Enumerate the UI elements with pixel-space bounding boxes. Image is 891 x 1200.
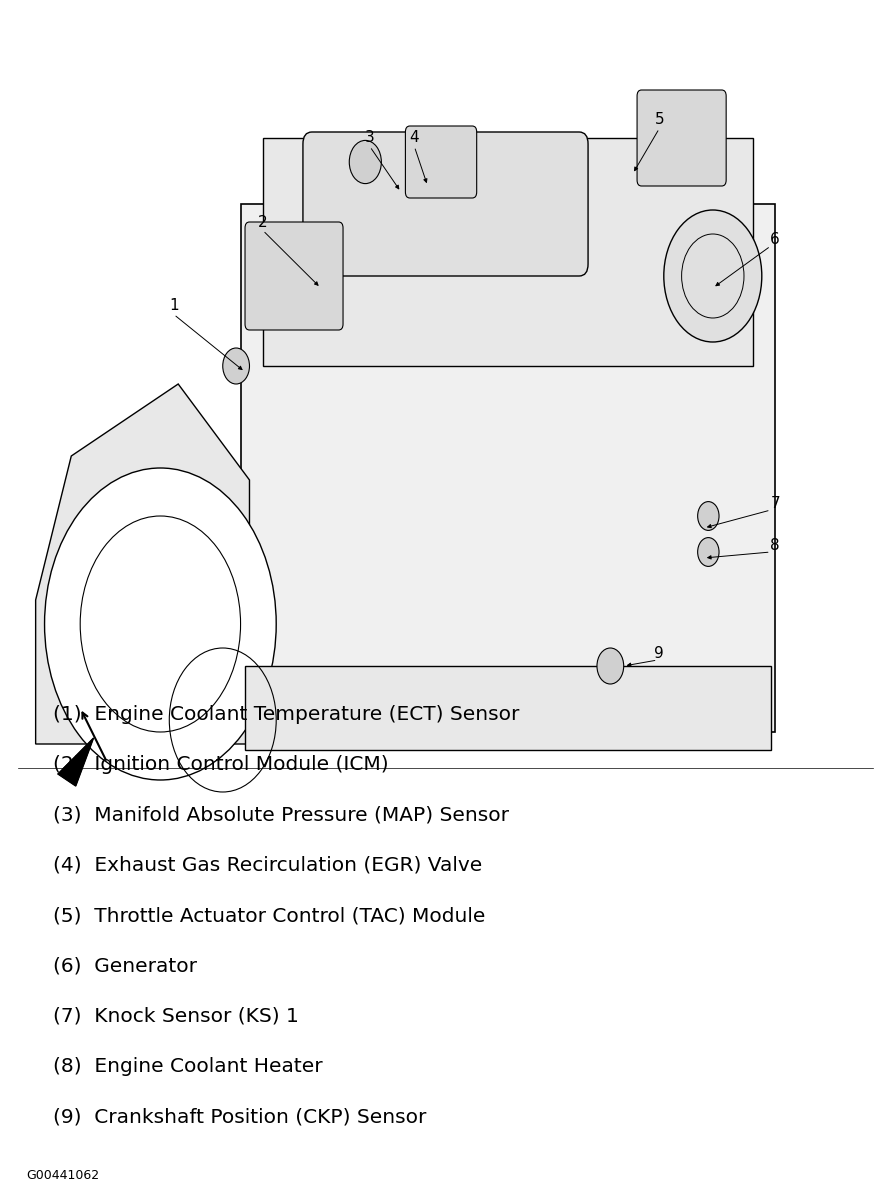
Circle shape [223,348,249,384]
Text: (4)  Exhaust Gas Recirculation (EGR) Valve: (4) Exhaust Gas Recirculation (EGR) Valv… [53,856,483,875]
FancyBboxPatch shape [18,24,873,768]
FancyBboxPatch shape [303,132,588,276]
Text: 8: 8 [771,539,780,553]
Circle shape [698,538,719,566]
FancyBboxPatch shape [245,222,343,330]
FancyBboxPatch shape [241,204,775,732]
Circle shape [698,502,719,530]
Text: 1: 1 [169,299,178,313]
Circle shape [349,140,381,184]
FancyBboxPatch shape [405,126,477,198]
Text: 9: 9 [655,647,664,661]
Text: (3)  Manifold Absolute Pressure (MAP) Sensor: (3) Manifold Absolute Pressure (MAP) Sen… [53,805,510,824]
Text: (6)  Generator: (6) Generator [53,956,198,976]
Text: 4: 4 [410,131,419,145]
Text: 7: 7 [771,497,780,511]
FancyBboxPatch shape [263,138,753,366]
Text: 3: 3 [365,131,374,145]
Text: (1)  Engine Coolant Temperature (ECT) Sensor: (1) Engine Coolant Temperature (ECT) Sen… [53,704,519,724]
Text: (7)  Knock Sensor (KS) 1: (7) Knock Sensor (KS) 1 [53,1007,299,1026]
Polygon shape [58,738,94,786]
Text: (9)  Crankshaft Position (CKP) Sensor: (9) Crankshaft Position (CKP) Sensor [53,1108,427,1127]
Circle shape [45,468,276,780]
Text: 6: 6 [771,233,780,247]
FancyBboxPatch shape [245,666,771,750]
Text: G00441062: G00441062 [27,1169,100,1182]
Text: 2: 2 [258,215,267,229]
Polygon shape [36,384,249,744]
Circle shape [597,648,624,684]
Text: (2)  Ignition Control Module (ICM): (2) Ignition Control Module (ICM) [53,755,389,774]
Text: (5)  Throttle Actuator Control (TAC) Module: (5) Throttle Actuator Control (TAC) Modu… [53,906,486,925]
Text: 5: 5 [655,113,664,127]
Circle shape [664,210,762,342]
FancyBboxPatch shape [637,90,726,186]
Text: (8)  Engine Coolant Heater: (8) Engine Coolant Heater [53,1057,323,1076]
